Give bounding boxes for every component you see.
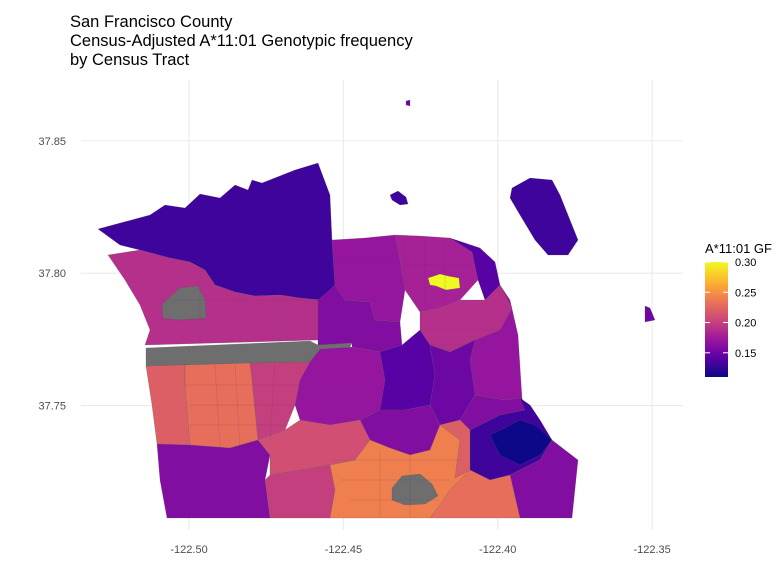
legend-colorbar [705,262,728,377]
title-line-1: San Francisco County [70,13,233,31]
y-tick-label-0: 37.85 [38,136,66,148]
tract-treasure-island [509,177,579,256]
legend-tick-label-2: 0.20 [735,318,756,330]
x-tick-label-0: -122.50 [170,544,207,556]
x-tick-label-2: -122.40 [479,544,516,556]
tract-lake-merced [156,439,271,519]
legend: A*11:01 GF 0.30 0.25 0.20 0.15 [705,241,772,377]
tract-alcatraz [405,99,411,107]
title-line-2: Census-Adjusted A*11:01 Genotypic freque… [70,32,413,50]
map-title: San Francisco County Census-Adjusted A*1… [70,13,413,70]
legend-tick-label-0: 0.30 [735,257,756,269]
tract-boundaries [158,240,500,518]
y-axis-labels: 37.85 37.80 37.75 [38,136,66,413]
tract-yerba-buena-island [389,190,409,206]
tract-visitacion-valley [429,469,521,519]
tract-lincoln-park [161,285,207,321]
tract-richmond [107,249,319,346]
x-tick-label-1: -122.45 [325,544,362,556]
legend-tick-label-3: 0.15 [735,348,756,360]
y-tick-label-1: 37.80 [38,268,66,280]
tract-outer-sunset [145,364,191,446]
x-axis-labels: -122.50 -122.45 -122.40 -122.35 [170,544,670,556]
tract-candlestick [509,439,579,519]
legend-title: A*11:01 GF [705,241,772,256]
x-tick-label-3: -122.35 [633,544,670,556]
legend-tick-label-1: 0.25 [735,287,756,299]
tract-marina [331,234,406,323]
tract-chinatown [427,273,461,291]
tract-angel-island-tip [644,305,656,323]
title-line-3: by Census Tract [70,51,190,69]
y-tick-label-2: 37.75 [38,401,66,413]
legend-ticks: 0.30 0.25 0.20 0.15 [705,257,756,360]
tract-sunset [184,362,259,449]
tract-mclaren-park [391,473,439,506]
